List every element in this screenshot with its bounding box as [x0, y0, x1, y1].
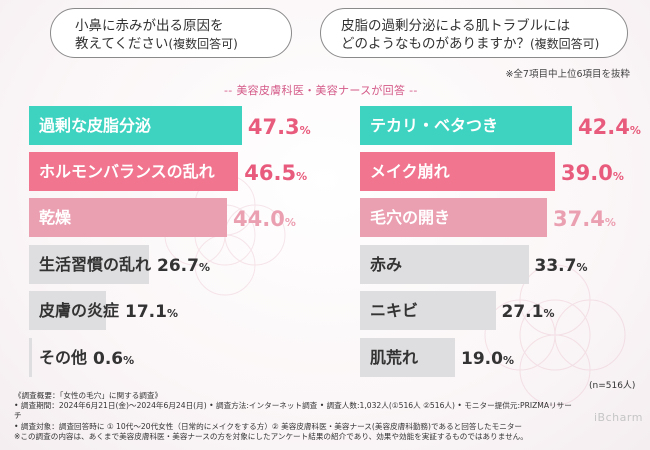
chart-value-label: 44.0% [233, 198, 296, 237]
chart-value-label: 19.0% [461, 338, 514, 377]
chart-category-label: 赤み [370, 255, 403, 274]
survey-note: 《調査概要：「女性の毛穴」に関する調査》 [14, 391, 163, 400]
chart-value-label: 0.6% [93, 338, 134, 377]
chart-value-label: 42.4% [578, 106, 641, 145]
chart-category-label: テカリ・ベタつき [370, 116, 499, 135]
chart-category-label: 皮膚の炎症 [39, 301, 120, 320]
question-left: 小鼻に赤みが出る原因を 教えてください(複数回答可) [50, 8, 292, 58]
chart-value-number: 17.1 [125, 302, 167, 322]
question-right: 皮脂の過剰分泌による肌トラブルには どのようなものがありますか？(複数回答可) [320, 8, 628, 58]
survey-notes: 《調査概要：「女性の毛穴」に関する調査》 • 調査期間：2024年6月21日(金… [14, 391, 574, 442]
note-top: ※全7項目中上位6項目を抜粋 [505, 69, 630, 80]
chart-value-label: 37.4% [553, 198, 616, 237]
respondent-label: -- 美容皮膚科医・美容ナースが回答 -- [224, 84, 418, 97]
chart-bar [29, 245, 150, 284]
question-left-line2: 教えてください [75, 36, 169, 52]
chart-value-percent: % [612, 170, 624, 183]
flower-decoration-icon [484, 264, 626, 406]
chart-value-number: 37.4 [553, 207, 605, 231]
question-left-line1: 小鼻に赤みが出る原因を [75, 18, 224, 34]
chart-bar [360, 106, 572, 145]
chart-value-percent: % [629, 124, 641, 137]
chart-category-label: ニキビ [370, 301, 419, 320]
chart-category-label: ホルモンバランスの乱れ [39, 162, 215, 181]
chart-value-label: 39.0% [561, 152, 624, 191]
chart-value-label: 27.1% [502, 291, 555, 330]
chart-value-number: 0.6 [93, 349, 124, 369]
chart-value-percent: % [502, 354, 514, 367]
chart-bar [29, 338, 32, 377]
chart-category-label: 肌荒れ [370, 348, 419, 367]
chart-value-percent: % [198, 261, 210, 274]
chart-bar [29, 106, 242, 145]
chart-value-percent: % [299, 124, 311, 137]
chart-bar [360, 245, 529, 284]
chart-value-number: 46.5 [244, 161, 297, 185]
chart-value-number: 42.4 [578, 115, 630, 139]
chart-value-percent: % [604, 216, 616, 229]
chart-category-label: その他 [39, 348, 88, 367]
chart-category-label: 生活習慣の乱れ [39, 255, 152, 274]
chart-bar [360, 152, 555, 191]
chart-category-label: 乾燥 [39, 208, 72, 227]
question-right-multi: (複数回答可) [530, 37, 600, 51]
chart-value-label: 26.7% [157, 245, 210, 284]
chart-category-label: 過剰な皮脂分泌 [39, 116, 152, 135]
chart-value-number: 47.3 [247, 115, 300, 139]
sample-size: (n=516人) [589, 381, 636, 391]
chart-value-percent: % [576, 261, 588, 274]
question-right-line1: 皮脂の過剰分泌による肌トラブルには [341, 18, 571, 34]
chart-category-label: 毛穴の開き [370, 208, 451, 227]
chart-bar [29, 152, 239, 191]
chart-bar [360, 291, 496, 330]
chart-bar [360, 198, 547, 237]
chart-value-percent: % [284, 216, 296, 229]
chart-value-number: 44.0 [233, 207, 285, 231]
chart-bar [360, 338, 455, 377]
chart-value-label: 17.1% [125, 291, 178, 330]
chart-bar [29, 291, 106, 330]
chart-value-label: 33.7% [535, 245, 588, 284]
survey-note: • 調査期間：2024年6月21日(金)～2024年6月24日(月) • 調査方… [14, 401, 572, 421]
chart-value-number: 39.0 [561, 161, 613, 185]
chart-value-label: 47.3% [248, 106, 311, 145]
question-left-multi: (複数回答可) [168, 37, 238, 51]
question-right-line2: どのようなものがありますか？ [341, 36, 530, 52]
survey-note: • 調査対象：調査回答時に ① 10代～20代女性（日常的にメイクをする方）② … [14, 421, 523, 431]
chart-value-number: 19.0 [461, 349, 503, 369]
chart-value-number: 33.7 [534, 256, 577, 276]
survey-note: ※この調査の内容は、あくまで美容皮膚科医・美容ナースの方を対象にしたアンケート結… [14, 431, 528, 441]
chart-value-number: 26.7 [157, 256, 199, 276]
chart-value-percent: % [543, 307, 555, 320]
chart-bar [29, 198, 227, 237]
chart-value-number: 27.1 [501, 302, 544, 322]
chart-value-percent: % [166, 307, 178, 320]
chart-value-percent: % [123, 354, 135, 367]
chart-value-label: 46.5% [244, 152, 307, 191]
chart-category-label: メイク崩れ [370, 162, 450, 181]
chart-value-percent: % [296, 170, 308, 183]
brand-logo: iBcharm [594, 411, 643, 424]
